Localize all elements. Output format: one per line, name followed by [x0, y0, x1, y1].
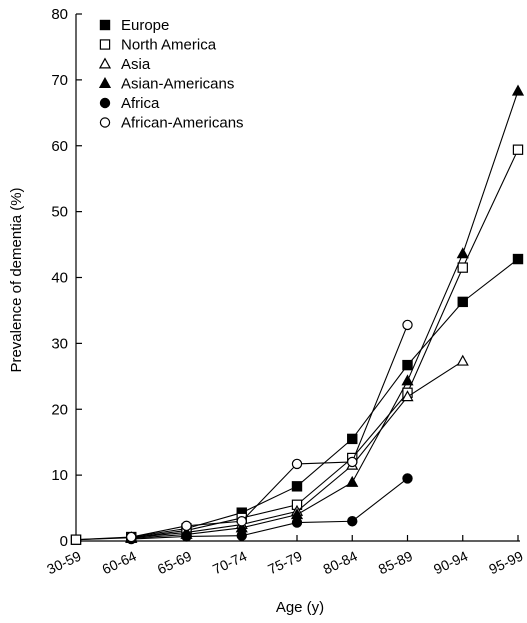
data-point: [70, 534, 82, 545]
series-line: [131, 324, 409, 538]
data-point: [347, 516, 358, 527]
data-point: [402, 359, 413, 371]
data-point: [126, 531, 137, 543]
x-axis-label: Age (y): [276, 599, 324, 616]
data-point: [512, 253, 524, 265]
series-line: [75, 258, 519, 541]
legend-marker: [98, 76, 112, 89]
legend-marker: [99, 19, 111, 31]
data-point: [181, 531, 192, 542]
data-point: [236, 516, 247, 527]
legend-item: African-Americans: [99, 115, 244, 132]
legend-item: Asian-Americans: [98, 76, 234, 93]
y-tick-label: 70: [51, 72, 68, 89]
legend-marker: [99, 97, 111, 109]
y-tick-label: 50: [51, 204, 68, 221]
legend-item: North America: [99, 37, 217, 54]
legend-label: North America: [121, 37, 217, 54]
legend-item: Africa: [99, 95, 160, 112]
x-tick-label: 65-69: [155, 548, 194, 578]
x-tick-label: 60-64: [100, 548, 139, 578]
series-line: [131, 90, 519, 539]
data-point: [457, 296, 468, 308]
data-point: [511, 84, 525, 96]
legend-label: African-Americans: [121, 115, 244, 132]
y-tick-label: 40: [51, 270, 68, 287]
y-tick-label: 0: [60, 533, 68, 550]
data-point: [291, 517, 303, 528]
data-point: [347, 433, 358, 445]
data-point: [401, 390, 414, 402]
y-tick-label: 80: [51, 6, 68, 23]
legend-marker: [98, 57, 112, 69]
legend-label: Europe: [121, 17, 169, 34]
x-tick-label: 90-94: [431, 548, 470, 578]
x-tick-label: 95-99: [486, 548, 525, 578]
x-tick-label: 85-89: [376, 548, 415, 578]
x-tick-label: 80-84: [321, 548, 360, 578]
data-point: [402, 473, 413, 484]
data-point: [181, 520, 192, 532]
legend: Europe North America Asia Asian-Americans Af…: [98, 17, 244, 132]
series-line: [131, 477, 408, 540]
data-point: [291, 458, 303, 470]
data-point: [236, 530, 247, 541]
legend-item: Asia: [98, 56, 151, 73]
data-point: [346, 475, 359, 487]
data-point: [457, 262, 468, 273]
data-point: [347, 456, 358, 468]
data-point: [401, 374, 414, 386]
y-tick-label: 10: [51, 467, 68, 484]
legend-marker: [99, 39, 111, 50]
legend-label: Africa: [121, 95, 160, 112]
x-tick-label: 70-74: [210, 548, 249, 578]
series-african-americans: [126, 319, 413, 543]
y-axis-label: Prevalence of dementia (%): [8, 187, 25, 372]
legend-label: Asia: [121, 56, 151, 73]
data-point: [456, 247, 469, 259]
y-tick-label: 30: [51, 335, 68, 352]
y-tick-label: 60: [51, 138, 68, 155]
y-tick-label: 20: [51, 401, 68, 418]
data-point: [291, 481, 303, 492]
data-point: [512, 144, 524, 155]
x-tick-label: 75-79: [265, 548, 304, 578]
legend-item: Europe: [99, 17, 169, 34]
series-layer: [70, 84, 525, 545]
legend-marker: [99, 117, 111, 128]
legend-label: Asian-Americans: [121, 76, 234, 93]
data-point: [456, 354, 469, 366]
x-tick-label: 30-59: [44, 548, 83, 578]
data-point: [402, 319, 413, 331]
y-ticks: 0 10 20 30 40 50 60 70 80: [51, 6, 82, 550]
series-asian-americans: [125, 84, 525, 543]
